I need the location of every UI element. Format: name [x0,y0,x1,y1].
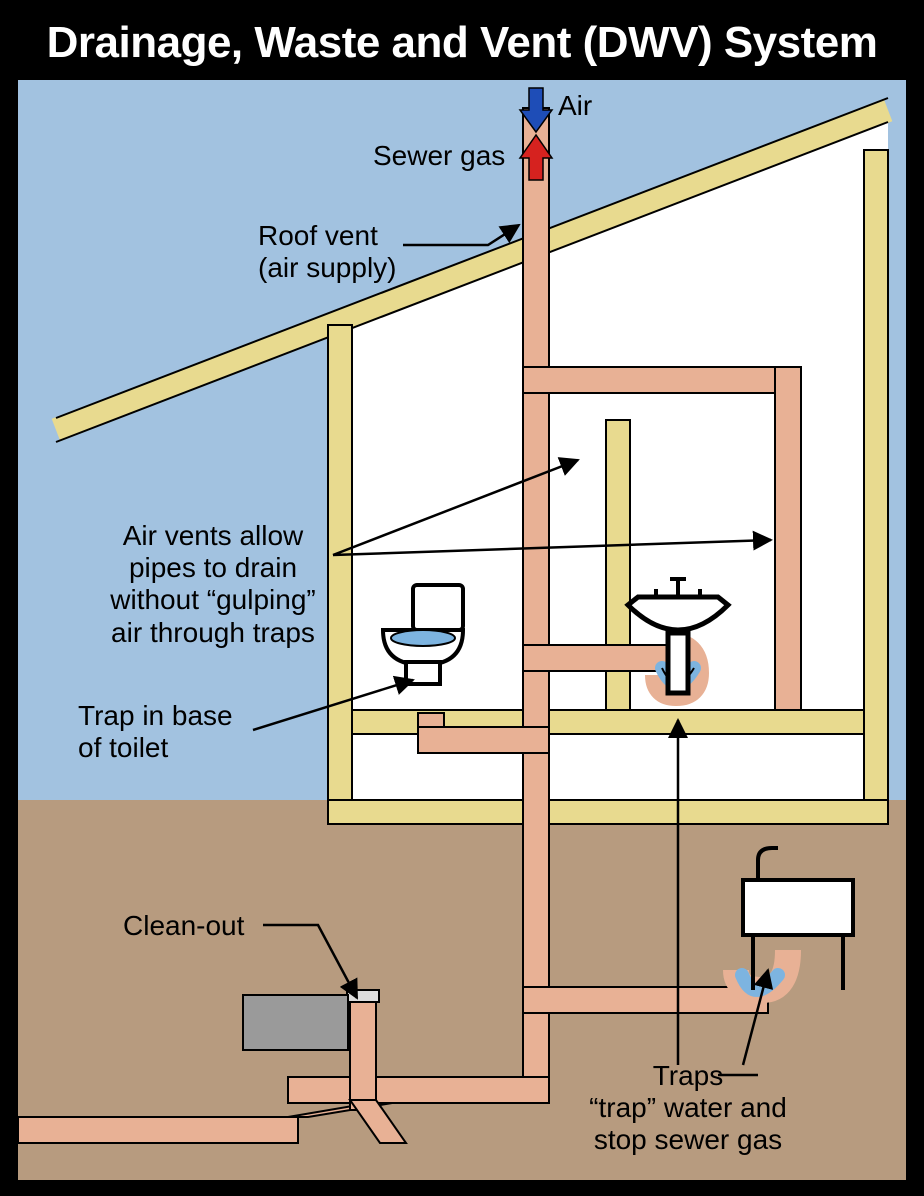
label-air-vents: Air vents allow pipes to drain without “… [83,520,343,649]
diagram-title: Drainage, Waste and Vent (DWV) System [18,18,906,68]
label-air: Air [558,90,592,122]
diagram-canvas: Air Sewer gas Roof vent (air supply) Air… [18,80,906,1180]
label-roof-vent: Roof vent (air supply) [258,220,396,284]
label-trap-toilet: Trap in base of toilet [78,700,233,764]
label-cleanout: Clean-out [123,910,244,942]
label-traps: Traps “trap” water and stop sewer gas [558,1060,818,1157]
diagram-frame: Drainage, Waste and Vent (DWV) System Ai… [0,0,924,1196]
label-sewer-gas: Sewer gas [373,140,505,172]
